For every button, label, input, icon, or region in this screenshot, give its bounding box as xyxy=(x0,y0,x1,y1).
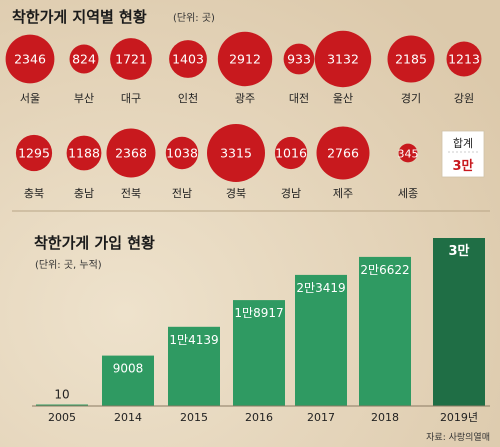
bubble-value-전북: 2368 xyxy=(115,146,147,161)
bar-chart: 10 2005 9008 2014 1만4139 2015 1만8917 2016 2만3419… xyxy=(36,238,485,424)
region-label-제주: 제주 xyxy=(333,187,353,200)
region-label-충북: 충북 xyxy=(24,187,44,200)
region-label-경북: 경북 xyxy=(226,187,246,200)
bar-2019년 xyxy=(433,238,485,406)
year-label-2005: 2005 xyxy=(48,411,76,424)
bubble-제주 xyxy=(316,126,370,180)
bubble-대구 xyxy=(110,38,152,80)
bubble-경남 xyxy=(274,136,308,170)
region-label-인천: 인천 xyxy=(178,91,198,105)
regional-unit: (단위: 곳) xyxy=(173,11,215,24)
yearly-title: 착한가게 가입 현황 xyxy=(34,234,155,252)
bubble-충북 xyxy=(15,134,53,172)
bubble-value-경북: 3315 xyxy=(220,146,252,161)
bubble-인천 xyxy=(169,40,207,78)
bubble-value-서울: 2346 xyxy=(14,52,46,67)
bubble-대전 xyxy=(283,43,315,75)
region-label-강원: 강원 xyxy=(454,92,474,105)
bubble-value-인천: 1403 xyxy=(172,52,204,67)
bubble-경북 xyxy=(207,124,265,182)
bubble-value-충북: 1295 xyxy=(18,146,50,161)
bar-value-2018: 2만6622 xyxy=(360,263,409,277)
region-label-대전: 대전 xyxy=(289,92,309,105)
total-box: 합계 3만 xyxy=(441,130,485,178)
region-label-울산: 울산 xyxy=(333,92,353,105)
bubble-전북 xyxy=(106,128,156,178)
bubble-value-제주: 2766 xyxy=(327,146,359,161)
bubble-value-경남: 1016 xyxy=(275,146,307,161)
bar-2014 xyxy=(102,355,154,406)
region-label-세종: 세종 xyxy=(398,187,418,200)
bubble-value-강원: 1213 xyxy=(448,52,480,67)
bubble-value-대구: 1721 xyxy=(115,52,147,67)
bar-value-2015: 1만4139 xyxy=(169,333,218,347)
bubble-세종 xyxy=(398,143,418,163)
bubble-value-대전: 933 xyxy=(287,52,311,67)
bar-value-2016: 1만8917 xyxy=(234,306,283,320)
bubble-충남 xyxy=(66,135,102,171)
region-label-부산: 부산 xyxy=(74,92,94,105)
bubble-부산 xyxy=(69,44,99,74)
bar-2005 xyxy=(36,404,88,406)
bubble-value-울산: 3132 xyxy=(327,52,359,67)
bubble-광주 xyxy=(217,31,273,87)
total-box-bg xyxy=(441,130,485,178)
bubble-value-경기: 2185 xyxy=(395,52,427,67)
bubble-value-충남: 1188 xyxy=(68,146,100,161)
year-label-2018: 2018 xyxy=(371,411,399,424)
bubble-value-세종: 345 xyxy=(398,148,419,161)
bar-value-2017: 2만3419 xyxy=(296,281,345,295)
bar-value-2014: 9008 xyxy=(113,362,144,376)
bubble-강원 xyxy=(446,41,482,77)
total-value: 3만 xyxy=(452,158,473,174)
region-label-서울: 서울 xyxy=(20,92,40,105)
year-label-2019년: 2019년 xyxy=(440,411,478,424)
year-label-2016: 2016 xyxy=(245,411,273,424)
total-label: 합계 xyxy=(453,137,473,150)
year-label-2014: 2014 xyxy=(114,411,142,424)
bubble-경기 xyxy=(387,35,435,83)
bubble-울산 xyxy=(314,30,372,88)
bubble-value-광주: 2912 xyxy=(229,52,261,67)
bar-2015 xyxy=(168,326,220,406)
yearly-unit: (단위: 곳, 누적) xyxy=(35,258,102,271)
bubble-chart: 2346 서울 824 부산 1721 대구 1403 인천 2912 광주 933 대전 3132 울산… xyxy=(5,30,482,200)
bar-2017 xyxy=(295,274,347,406)
region-label-전남: 전남 xyxy=(172,187,192,200)
region-label-경기: 경기 xyxy=(401,92,421,105)
bubble-value-부산: 824 xyxy=(72,52,96,67)
bar-2016 xyxy=(233,300,285,406)
bar-2018 xyxy=(359,256,411,406)
bubble-서울 xyxy=(5,34,55,84)
region-label-충남: 충남 xyxy=(74,187,94,200)
bar-value-2005: 10 xyxy=(54,388,69,402)
region-label-대구: 대구 xyxy=(121,92,141,105)
source-note: 자료: 사랑의열매 xyxy=(426,431,490,443)
bubble-value-전남: 1038 xyxy=(166,146,198,161)
bubble-전남 xyxy=(165,136,199,170)
regional-title: 착한가게 지역별 현황 xyxy=(12,8,147,26)
region-label-경남: 경남 xyxy=(281,187,301,200)
region-label-광주: 광주 xyxy=(235,92,255,105)
bar-value-2019년: 3만 xyxy=(448,243,469,259)
year-label-2017: 2017 xyxy=(307,411,335,424)
region-label-전북: 전북 xyxy=(121,187,141,200)
year-label-2015: 2015 xyxy=(180,411,208,424)
